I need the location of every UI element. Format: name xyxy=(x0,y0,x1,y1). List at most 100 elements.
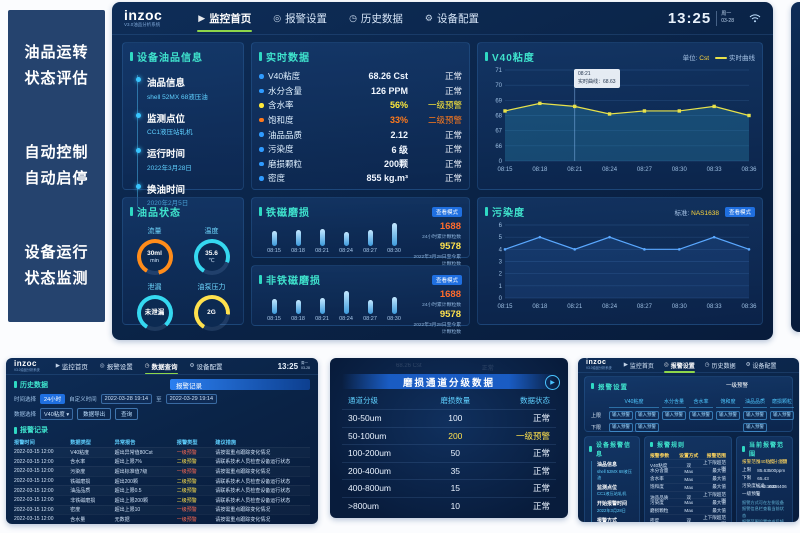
nav-item[interactable]: ◷ 历史数据 xyxy=(347,6,405,31)
nav-label: 历史数据 xyxy=(360,12,403,25)
cell: 500ppm xyxy=(768,467,786,473)
panel-title: 铁磁磨损 xyxy=(259,204,310,219)
nav-icon: ▶ xyxy=(55,363,60,369)
wear-channel-modal-screenshot: 68.26 Cst 正常 磨损通道分级数据 ▶ 通道分级 磨损数量 数据状态 3… xyxy=(330,358,568,518)
history-data-tab[interactable]: 历史数据 xyxy=(14,380,162,390)
bar xyxy=(295,229,301,246)
table-body: 30-50um 100 正常 50-100um 200 一级预警 100-200… xyxy=(342,409,556,514)
alarm-threshold-input[interactable]: 输入预警 xyxy=(609,422,633,432)
cell-range: 上下限超范围 xyxy=(703,491,726,503)
nav-item[interactable]: ◷ 数据查询 xyxy=(144,358,179,374)
bar xyxy=(391,296,397,314)
alarm-threshold-input[interactable]: 输入预警 xyxy=(743,422,767,432)
range-row: 上限 85.63 500ppm xyxy=(742,466,787,474)
cell-data-type: 含水率 xyxy=(70,459,86,466)
svg-text:2: 2 xyxy=(499,272,503,278)
date-from-input[interactable]: 2022-03-28 19:14 xyxy=(100,394,153,404)
standard-value: NAS1638 xyxy=(691,209,719,217)
banner-line: 自动启停 xyxy=(24,170,89,187)
nav-item[interactable]: ⚙ 设备配置 xyxy=(189,358,224,374)
timeline-value: shell 52MX 68液压油 xyxy=(147,93,208,101)
chart-legend: 单位: Cst 实时曲线 xyxy=(683,52,755,62)
view-mode-badge[interactable]: 查看模式 xyxy=(724,206,755,217)
svg-text:67: 67 xyxy=(495,129,502,135)
clock-day: 03-28 xyxy=(301,366,310,370)
modal-title-bar: 磨损通道分级数据 ▶ xyxy=(342,374,560,390)
ferro-stats: 1688 24小时累计颗粒数 9578 2022年3月28日至今累计颗粒数 xyxy=(409,221,462,267)
bar xyxy=(367,230,373,246)
alarm-settings-panel: 报警设置 一级预警 V40粘度 水分含量 含水率 饱和度 油品品质 磨损颗粒 上限 输入预警输… xyxy=(584,376,794,432)
main-header: inzoc V3.0油品分析系统 ▶ 监控首页 ◎ 报警设置 ◷ 历史数据 ⚙ … xyxy=(112,2,773,35)
cell-channel-range: 100-200um xyxy=(348,448,392,459)
timeline-label: 油品信息 xyxy=(147,78,186,89)
main-nav: ▶ 监控首页 ◎ 报警设置 ◷ 历史数据 ⚙ 设备配置 xyxy=(196,6,481,32)
view-mode-badge[interactable]: 查看模式 xyxy=(431,206,462,217)
alarm-threshold-input[interactable]: 输入预警 xyxy=(609,410,633,420)
nav-item[interactable]: ▶ 监控首页 xyxy=(196,6,253,32)
nav-icon: ◎ xyxy=(99,363,105,369)
clock: 13:25 周一 03-28 xyxy=(668,10,761,27)
cell-range: 最大值 xyxy=(712,484,726,490)
nav-item[interactable]: ⚙ 设备配置 xyxy=(745,358,778,373)
time-range-chip[interactable]: 24小时 xyxy=(40,394,66,404)
alarm-threshold-input[interactable]: 输入预警 xyxy=(635,410,659,420)
cell-range: 最大值 xyxy=(712,507,726,513)
bar-label: 08:24 xyxy=(339,248,353,254)
data-type-select[interactable]: V40粘度 ▾ xyxy=(40,408,74,420)
nav-item[interactable]: ◷ 历史数据 xyxy=(704,358,737,373)
gauge-ring: 未泄漏 xyxy=(136,295,173,331)
cell-anomaly: 超出200颗 xyxy=(114,478,138,485)
metric-value: 200颗 xyxy=(383,159,408,170)
alarm-threshold-input[interactable]: 输入预警 xyxy=(635,422,659,432)
alarm-record-tab[interactable]: 报警记录 xyxy=(170,379,310,390)
title-accent-bar xyxy=(485,207,488,216)
device-info-item: 报警方式 声光报警 xyxy=(597,517,635,523)
status-dot-icon xyxy=(259,88,264,94)
nav-item[interactable]: ▶ 监控首页 xyxy=(623,358,655,373)
cell-data-type: 铁磁磨损 xyxy=(70,478,91,485)
status-badge: 正常 xyxy=(444,173,462,184)
alarm-threshold-input[interactable]: 输入预警 xyxy=(716,410,740,420)
alarm-threshold-input[interactable]: 输入预警 xyxy=(689,410,713,420)
cell-wear-count: 200 xyxy=(448,430,463,441)
main-dashboard-screenshot: inzoc V3.0油品分析系统 ▶ 监控首页 ◎ 报警设置 ◷ 历史数据 ⚙ … xyxy=(112,2,773,340)
title-accent-bar xyxy=(485,52,488,61)
date-to-input[interactable]: 2022-03-29 19:14 xyxy=(165,394,218,404)
timeline-label: 监测点位 xyxy=(147,113,186,125)
cell-anomaly: 超出异常值80Cst xyxy=(114,449,153,456)
oil-status-panel: 油品状态 流量 30ml min 温度 xyxy=(122,197,244,331)
gauge-label: 泄漏 xyxy=(147,284,162,291)
cell-wear-count: 50 xyxy=(450,448,461,459)
cell-advice: 请按需重点跟踪变化情况 xyxy=(215,468,271,475)
nav-item[interactable]: ▶ 监控首页 xyxy=(55,358,89,374)
rules-row: 水分含量 Max 最大值 xyxy=(650,466,726,475)
cell: 报警范围 xyxy=(742,459,761,464)
rules-row: 油品品质 双 上下限超范围 xyxy=(650,490,726,503)
export-button[interactable]: 数据导出 xyxy=(77,408,112,420)
banner-line: 状态监测 xyxy=(24,269,89,287)
cell-alarm-time: 2022-03-15 12:00 xyxy=(14,506,54,513)
query-button[interactable]: 查询 xyxy=(115,408,139,420)
unit-value: Cst xyxy=(699,54,709,62)
title-accent-bar xyxy=(14,426,17,434)
realtime-data-panel: 实时数据 V40粘度 68.26 Cst 正常 水分含量 126 PPM xyxy=(251,42,470,190)
panel-title: 非铁磁磨损 xyxy=(259,272,321,287)
nav-item[interactable]: ⚙ 设备配置 xyxy=(423,6,481,31)
alarm-threshold-input[interactable]: 输入预警 xyxy=(662,410,686,420)
nav-item[interactable]: ◎ 报警设置 xyxy=(271,6,329,31)
nav-item[interactable]: ◎ 报警设置 xyxy=(663,358,696,373)
alarm-nav: ▶ 监控首页 ◎ 报警设置 ◷ 历史数据 ⚙ 设备配置 xyxy=(623,358,778,373)
item-label: 油品信息 xyxy=(597,462,618,468)
alarm-threshold-input[interactable]: 输入预警 xyxy=(743,410,767,420)
logo-subtitle: V3.0油品分析系统 xyxy=(14,367,40,372)
col-header: 磨损数量 xyxy=(440,396,471,405)
svg-text:08:33: 08:33 xyxy=(707,304,723,310)
nav-label: 报警设置 xyxy=(106,364,133,371)
nav-item[interactable]: ◎ 报警设置 xyxy=(99,358,134,374)
view-mode-badge[interactable]: 查看模式 xyxy=(431,274,462,285)
bar xyxy=(391,223,397,246)
banner-line: 设备运行 xyxy=(24,243,89,261)
modal-close-button[interactable]: ▶ xyxy=(545,375,560,390)
alarm-threshold-input[interactable]: 输入预警 xyxy=(770,410,794,420)
bar xyxy=(343,232,349,246)
